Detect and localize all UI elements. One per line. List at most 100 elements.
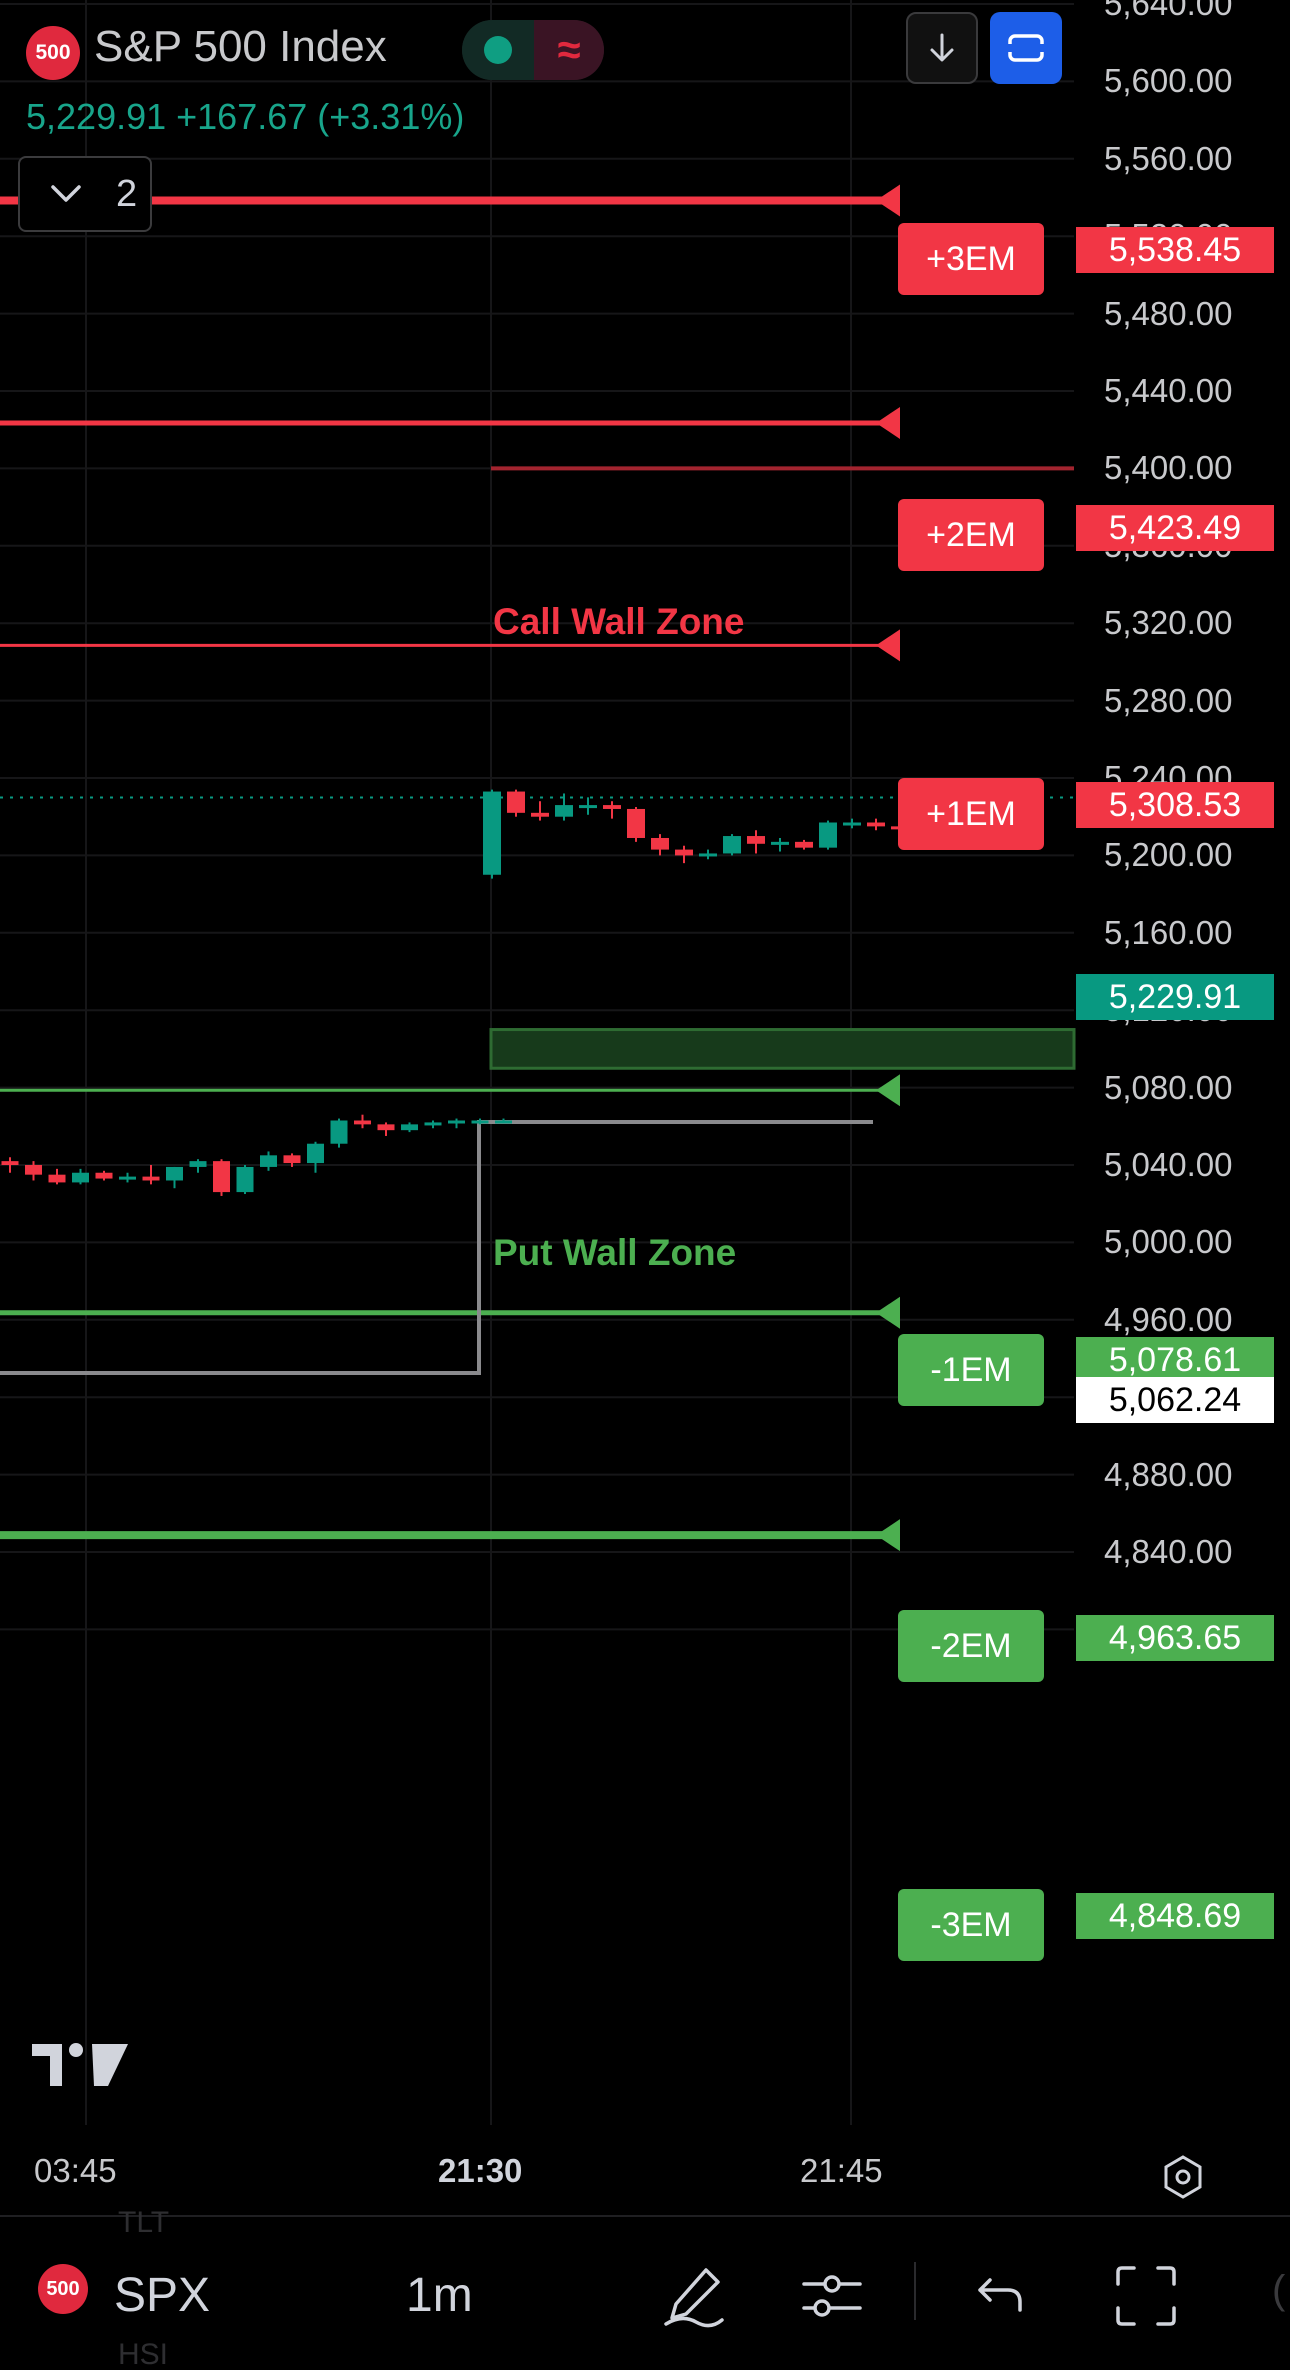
level-tag-plus3em[interactable]: +3EM (898, 223, 1044, 295)
candle-up (483, 791, 501, 875)
price-axis-label: 5,320.00 (1104, 604, 1233, 642)
price-axis-label: 5,040.00 (1104, 1146, 1233, 1183)
price-axis-label: 5,440.00 (1104, 372, 1233, 409)
hexagon-settings-icon (1164, 2155, 1202, 2199)
level-tag-minus3em[interactable]: -3EM (898, 1889, 1044, 1961)
download-arrow-icon (930, 33, 954, 62)
level-tag-pointer (876, 184, 900, 217)
level-tag-minus1em[interactable]: -1EM (898, 1334, 1044, 1406)
time-label-2130: 21:30 (438, 2152, 523, 2189)
put-wall-zone-box (489, 1028, 1076, 1070)
candle-down (531, 812, 549, 817)
candle-up (119, 1176, 136, 1180)
sliders-icon (802, 2275, 862, 2317)
candle-up (819, 822, 837, 848)
candle-down (795, 841, 813, 848)
toolbar-symbol-badge-icon: 500 (38, 2264, 88, 2314)
axis-tag-plus2em: 5,423.49 (1076, 505, 1274, 551)
bottom-toolbar (0, 2215, 1290, 2370)
candle-down (213, 1161, 230, 1193)
undo-button[interactable] (962, 2258, 1038, 2334)
drawing-tools-button[interactable] (656, 2258, 732, 2334)
legend-toggle-button[interactable]: 2 (18, 156, 152, 232)
candle-up (260, 1155, 277, 1167)
axis-tag-plus1em: 5,308.53 (1076, 782, 1274, 828)
candle-up (189, 1161, 207, 1167)
candle-down (48, 1174, 66, 1183)
level-tag-plus2em[interactable]: +2EM (898, 499, 1044, 571)
indicators-button[interactable] (794, 2258, 870, 2334)
candle-down (283, 1155, 301, 1164)
level-tag-pointer (876, 406, 900, 439)
price-axis-label: 5,600.00 (1104, 62, 1233, 100)
price-axis-label: 5,280.00 (1104, 681, 1233, 719)
level-tag-pointer (876, 1296, 900, 1329)
axis-tag-minus2em: 4,963.65 (1076, 1615, 1274, 1661)
candle-down (142, 1176, 160, 1181)
wave-icon: ≈ (557, 26, 581, 73)
level-tag-minus2em[interactable]: -2EM (898, 1610, 1044, 1682)
price-axis-label: 5,480.00 (1104, 294, 1233, 332)
expand-button[interactable] (1108, 2258, 1184, 2334)
prev-close-line (0, 1119, 873, 1375)
axis-tag-minus1em: 5,078.61 (1076, 1337, 1274, 1383)
fullscreen-button[interactable] (990, 12, 1062, 84)
candle-up (699, 853, 717, 857)
candle-down (603, 805, 621, 809)
candle-up (579, 805, 597, 809)
price-axis-label: 4,960.00 (1104, 1300, 1233, 1338)
time-label-2145: 21:45 (800, 2152, 883, 2189)
axis-tag-minus3em: 4,848.69 (1076, 1893, 1274, 1939)
candle-up (330, 1120, 348, 1144)
candle-up (555, 805, 573, 817)
candle-up (448, 1120, 465, 1124)
status-pill[interactable]: ≈ (462, 20, 604, 80)
chevron-down-icon (51, 185, 81, 202)
level-tag-pointer (876, 1074, 900, 1107)
call-wall-zone-label: Call Wall Zone (493, 601, 745, 642)
candle-down (867, 822, 885, 827)
symbol-selector[interactable]: SPX (114, 2269, 211, 2322)
price-axis-label: 4,880.00 (1104, 1455, 1233, 1493)
price-axis-label: 5,560.00 (1104, 139, 1233, 177)
axis-tag-plus3em: 5,538.45 (1076, 227, 1274, 273)
price-axis-label: 5,160.00 (1104, 913, 1233, 951)
candle-up (843, 822, 861, 826)
price-axis-label: 5,080.00 (1104, 1068, 1233, 1106)
download-button[interactable] (906, 12, 978, 84)
chart-settings-button[interactable] (1156, 2150, 1210, 2204)
symbol-title[interactable]: S&P 500 Index (94, 22, 387, 71)
candle-down (675, 849, 693, 856)
candle-down (354, 1120, 371, 1125)
price-axis-label: 5,200.00 (1104, 836, 1233, 874)
candle-up (495, 1120, 512, 1124)
pencil-icon (664, 2268, 724, 2328)
price-axis-label: 4,840.00 (1104, 1533, 1233, 1570)
price-change-readout: 5,229.91 +167.67 (+3.31%) (26, 96, 465, 137)
candle-down (25, 1165, 42, 1175)
candle-up (236, 1166, 254, 1193)
toolbar-separator (914, 2262, 916, 2320)
ghost-symbol-top: TLT (118, 2206, 170, 2239)
tradingview-logo-icon[interactable] (32, 2040, 128, 2095)
price-axis-label: 5,640.00 (1104, 0, 1233, 22)
prev-close-tag: 5,062.24 (1076, 1377, 1274, 1423)
candle-up (771, 841, 789, 845)
candle-down (95, 1172, 113, 1179)
undo-icon (978, 2278, 1022, 2312)
candle-down (377, 1124, 395, 1131)
live-dot-icon (484, 36, 512, 64)
candle-down (1, 1161, 19, 1165)
price-axis-label: 5,400.00 (1104, 449, 1233, 487)
candle-down (627, 808, 645, 838)
candle-up (307, 1143, 324, 1164)
candle-down (747, 836, 765, 844)
price-chart[interactable] (0, 0, 1290, 2215)
interval-selector[interactable]: 1m (406, 2269, 473, 2322)
time-label-0345: 03:45 (34, 2152, 117, 2189)
level-tag-plus1em[interactable]: +1EM (898, 778, 1044, 850)
toolbar-overflow-hint: ( (1272, 2268, 1286, 2312)
candle-up (424, 1122, 442, 1126)
candle-down (507, 791, 525, 813)
expand-corners-icon (1116, 2266, 1176, 2326)
